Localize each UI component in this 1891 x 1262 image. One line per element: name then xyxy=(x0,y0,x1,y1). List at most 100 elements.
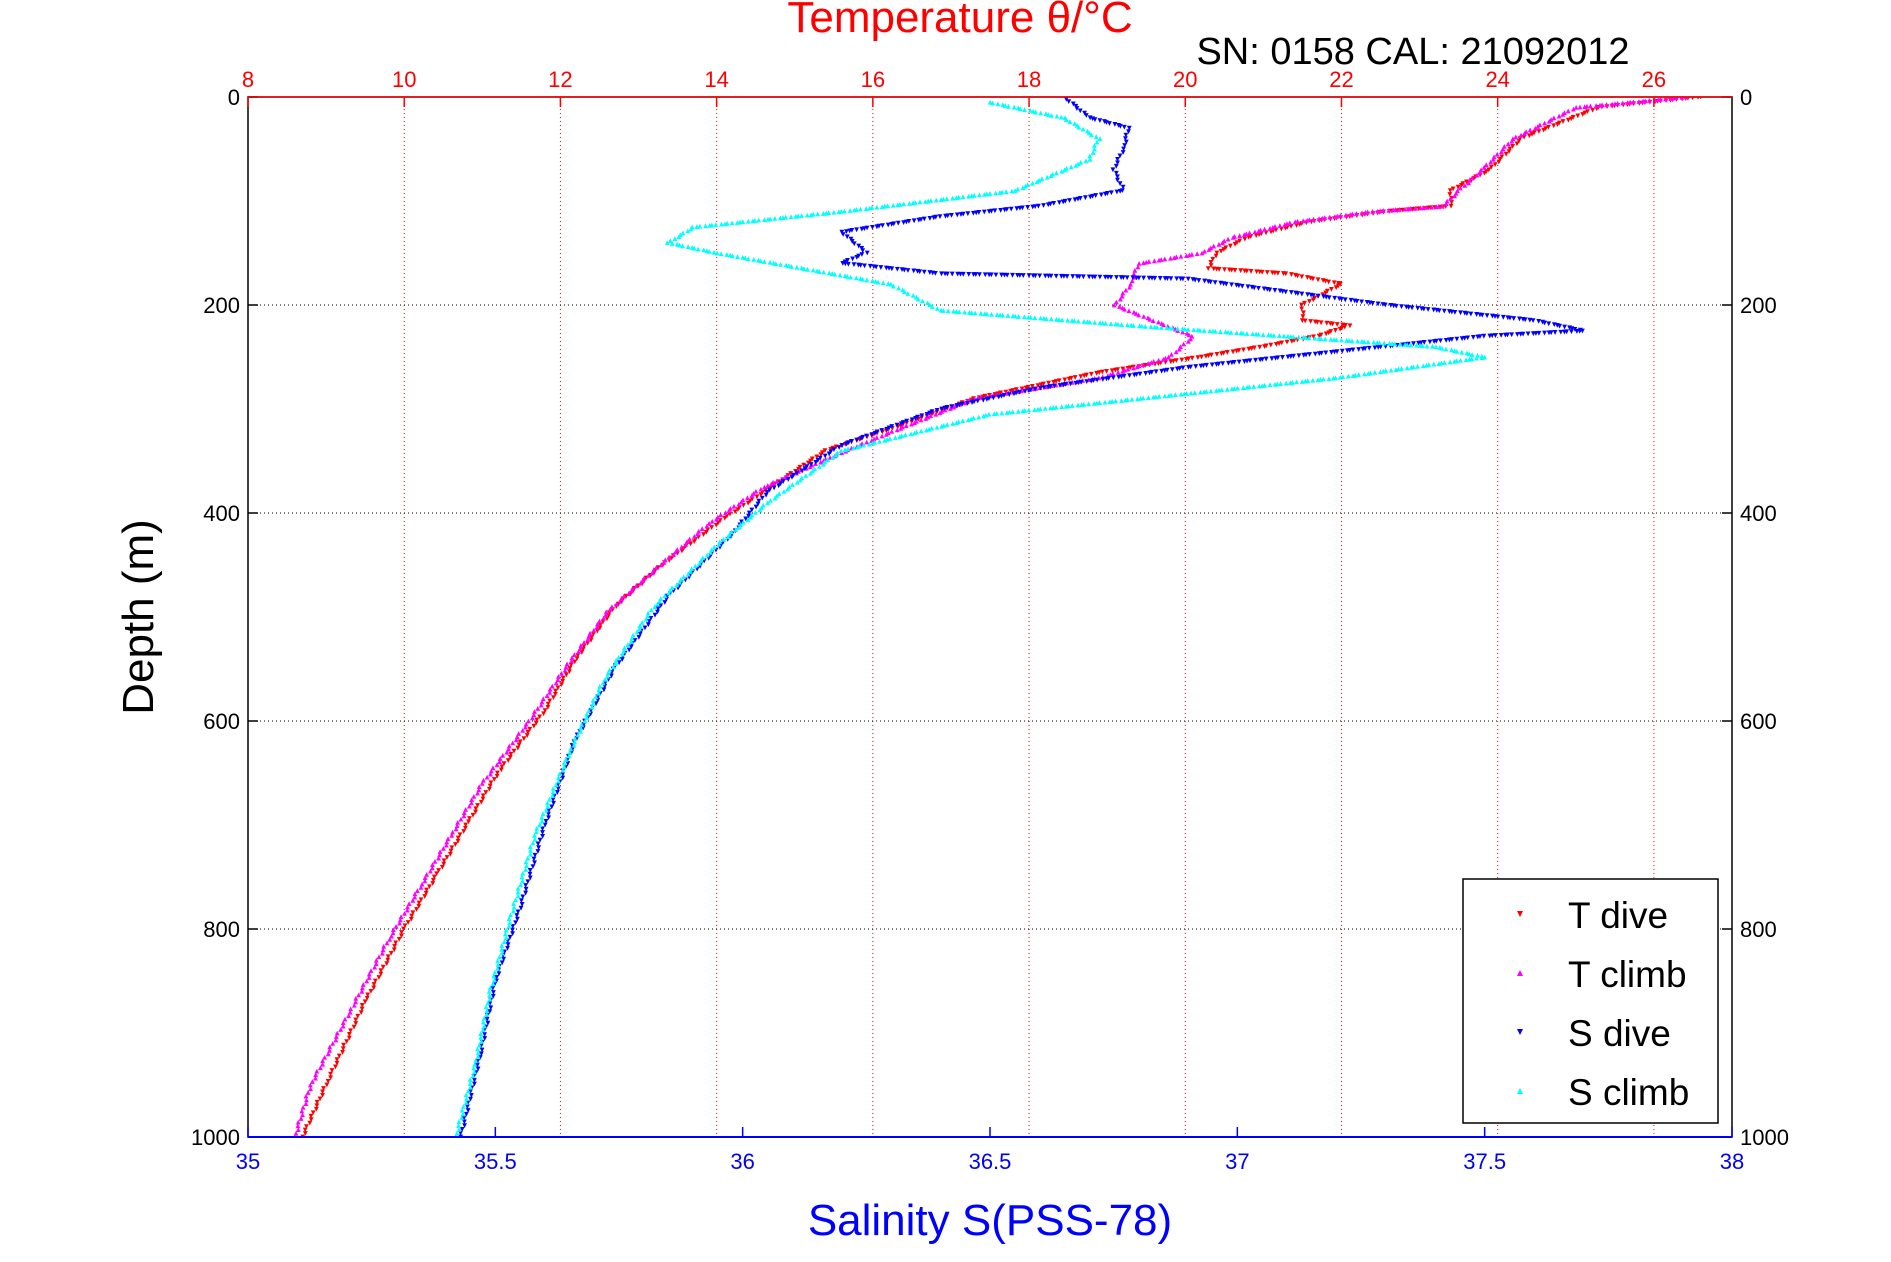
data-marker xyxy=(487,996,493,1002)
data-marker xyxy=(560,678,566,684)
data-marker xyxy=(1560,119,1566,124)
data-marker xyxy=(1604,102,1609,107)
data-marker xyxy=(1295,291,1301,296)
data-marker xyxy=(1400,342,1406,348)
data-marker xyxy=(793,213,799,219)
data-marker xyxy=(597,625,603,631)
data-marker xyxy=(932,270,938,276)
data-marker xyxy=(1454,349,1460,354)
data-marker xyxy=(478,1034,484,1040)
data-marker xyxy=(595,621,600,627)
data-marker xyxy=(320,1089,325,1095)
data-marker xyxy=(1315,377,1321,383)
data-marker xyxy=(1230,349,1236,355)
data-marker xyxy=(359,1006,365,1012)
data-marker xyxy=(325,1078,331,1084)
data-marker xyxy=(1238,268,1244,274)
data-marker xyxy=(520,870,526,876)
data-marker xyxy=(511,904,517,910)
data-marker xyxy=(1494,151,1500,157)
data-marker xyxy=(701,532,706,537)
data-marker xyxy=(1303,378,1308,384)
data-marker xyxy=(1217,329,1223,334)
data-marker xyxy=(862,263,867,269)
data-marker xyxy=(616,660,622,666)
data-marker xyxy=(1188,336,1193,342)
data-marker xyxy=(495,966,501,971)
data-marker xyxy=(1433,204,1439,210)
data-marker xyxy=(298,1116,304,1121)
data-marker xyxy=(600,680,606,686)
data-marker xyxy=(1179,357,1185,363)
data-marker xyxy=(514,734,520,739)
data-marker xyxy=(549,804,555,810)
data-marker xyxy=(1459,349,1465,355)
data-marker xyxy=(1039,176,1045,182)
data-marker xyxy=(1337,374,1343,380)
data-marker xyxy=(601,687,607,693)
data-marker xyxy=(388,950,394,956)
data-marker xyxy=(716,541,722,547)
data-marker xyxy=(1332,214,1338,219)
data-marker xyxy=(554,790,560,795)
data-marker xyxy=(1072,375,1078,380)
data-marker xyxy=(541,711,546,717)
data-marker xyxy=(597,618,602,624)
data-marker xyxy=(346,1013,352,1019)
data-marker xyxy=(810,267,816,273)
data-marker xyxy=(1536,129,1542,134)
data-marker xyxy=(511,901,516,906)
data-marker xyxy=(864,250,870,256)
data-marker xyxy=(1420,363,1426,369)
data-marker xyxy=(1093,134,1099,140)
data-marker xyxy=(1458,310,1463,316)
data-marker xyxy=(1370,301,1376,306)
data-marker xyxy=(385,957,391,963)
data-marker xyxy=(1030,204,1036,210)
data-marker xyxy=(1066,376,1072,382)
data-marker xyxy=(1129,396,1135,402)
data-marker xyxy=(1092,143,1097,148)
chart-subtitle: SN: 0158 CAL: 21092012 xyxy=(1196,31,1629,73)
data-marker xyxy=(563,757,569,762)
data-marker xyxy=(968,416,974,422)
data-marker xyxy=(636,634,642,640)
data-marker xyxy=(353,995,359,1001)
data-marker xyxy=(1127,373,1132,379)
data-marker xyxy=(295,1123,301,1129)
data-marker xyxy=(606,613,612,619)
data-marker xyxy=(320,1061,325,1067)
data-marker xyxy=(535,849,541,854)
data-marker xyxy=(1529,131,1535,137)
data-marker xyxy=(591,627,597,633)
data-marker xyxy=(503,927,509,933)
data-marker xyxy=(540,830,545,835)
data-marker xyxy=(1510,144,1516,149)
y-axis-label: Depth (m) xyxy=(114,519,163,715)
data-marker xyxy=(1048,405,1053,411)
data-marker xyxy=(424,872,430,877)
data-marker xyxy=(1168,276,1174,282)
data-marker xyxy=(676,234,682,240)
data-marker xyxy=(1166,393,1172,398)
data-marker xyxy=(960,418,966,424)
data-marker xyxy=(1028,314,1034,320)
data-marker xyxy=(867,263,873,269)
data-marker xyxy=(1010,272,1015,278)
data-marker xyxy=(1393,303,1399,309)
data-marker xyxy=(894,422,900,428)
data-marker xyxy=(396,937,402,942)
data-marker xyxy=(1075,318,1081,324)
data-marker xyxy=(916,217,922,223)
data-marker xyxy=(1256,285,1261,291)
data-marker xyxy=(1350,373,1356,379)
data-marker xyxy=(469,800,474,806)
data-marker xyxy=(1470,335,1476,340)
data-marker xyxy=(1560,111,1566,117)
data-marker xyxy=(1376,340,1382,346)
data-marker xyxy=(652,612,658,618)
data-marker xyxy=(1000,312,1006,318)
data-marker xyxy=(1122,306,1127,312)
data-marker xyxy=(1370,209,1375,214)
data-marker xyxy=(1060,199,1066,205)
